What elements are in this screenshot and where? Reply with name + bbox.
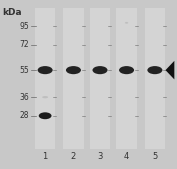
Bar xyxy=(90,8,110,149)
Ellipse shape xyxy=(92,66,108,74)
Bar xyxy=(63,8,84,149)
Text: 5: 5 xyxy=(152,152,158,161)
Bar xyxy=(35,8,55,149)
Text: 28: 28 xyxy=(20,111,29,120)
Ellipse shape xyxy=(66,66,81,74)
Ellipse shape xyxy=(38,66,53,74)
Ellipse shape xyxy=(42,96,48,98)
Text: kDa: kDa xyxy=(2,8,21,17)
Ellipse shape xyxy=(119,66,134,74)
Text: 55: 55 xyxy=(19,66,29,75)
Text: 3: 3 xyxy=(97,152,103,161)
Text: 4: 4 xyxy=(124,152,129,161)
Bar xyxy=(145,8,165,149)
Bar xyxy=(116,8,137,149)
Text: 36: 36 xyxy=(19,93,29,102)
Ellipse shape xyxy=(125,22,128,24)
Polygon shape xyxy=(165,61,174,79)
Ellipse shape xyxy=(39,112,52,119)
Text: 1: 1 xyxy=(42,152,48,161)
Text: 95: 95 xyxy=(19,22,29,31)
Ellipse shape xyxy=(147,66,162,74)
Text: 2: 2 xyxy=(71,152,76,161)
Text: 72: 72 xyxy=(20,40,29,49)
